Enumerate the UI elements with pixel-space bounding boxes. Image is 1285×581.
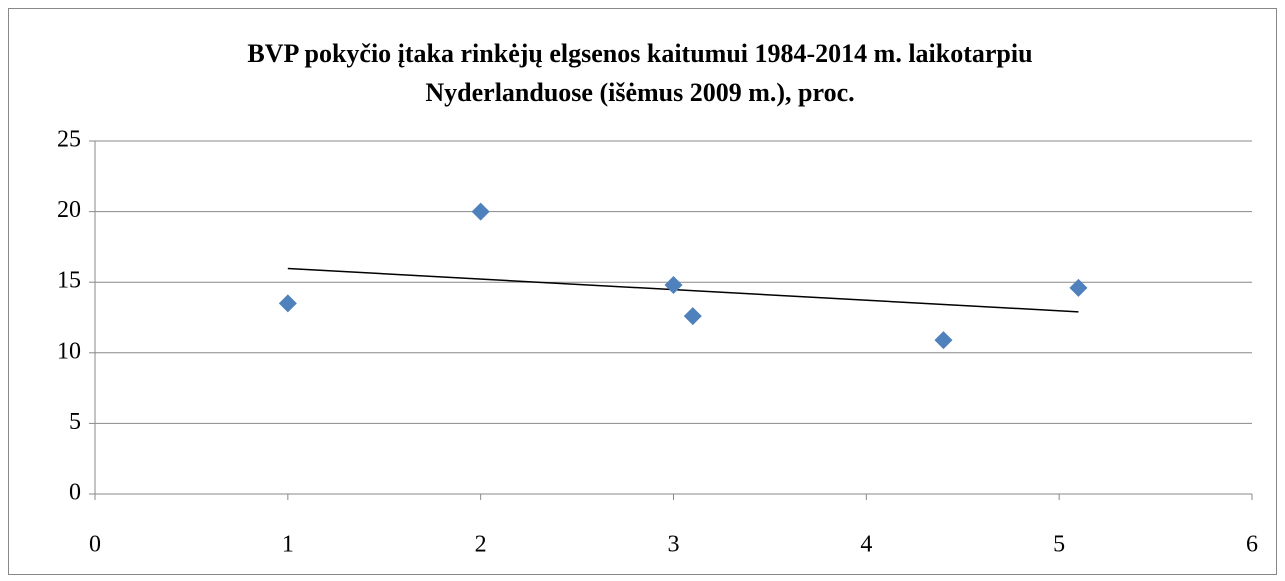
chart-border xyxy=(8,8,1277,575)
chart-title: BVP pokyčio įtaka rinkėjų elgsenos kaitu… xyxy=(247,39,1032,68)
trendline xyxy=(287,267,1079,313)
point xyxy=(278,294,297,313)
x-tick-label: 4 xyxy=(860,532,872,558)
y-tick-label: 15 xyxy=(57,268,81,294)
x-tick-label: 0 xyxy=(89,532,101,558)
x-tick-label: 2 xyxy=(475,532,487,558)
point xyxy=(934,331,953,350)
y-tick-label: 5 xyxy=(69,409,81,435)
y-tick-label: 25 xyxy=(57,127,81,153)
y-tick-label: 0 xyxy=(69,480,81,506)
point xyxy=(1069,278,1088,297)
x-tick-label: 1 xyxy=(282,532,294,558)
x-tick-label: 5 xyxy=(1053,532,1065,558)
y-tick-label: 20 xyxy=(57,197,81,223)
point xyxy=(471,202,490,221)
point xyxy=(683,307,702,326)
y-tick-label: 10 xyxy=(57,338,81,364)
point xyxy=(664,276,683,295)
x-tick-label: 3 xyxy=(668,532,680,558)
x-tick-label: 6 xyxy=(1246,532,1258,558)
chart-title: Nyderlanduose (išėmus 2009 m.), proc. xyxy=(425,78,854,107)
